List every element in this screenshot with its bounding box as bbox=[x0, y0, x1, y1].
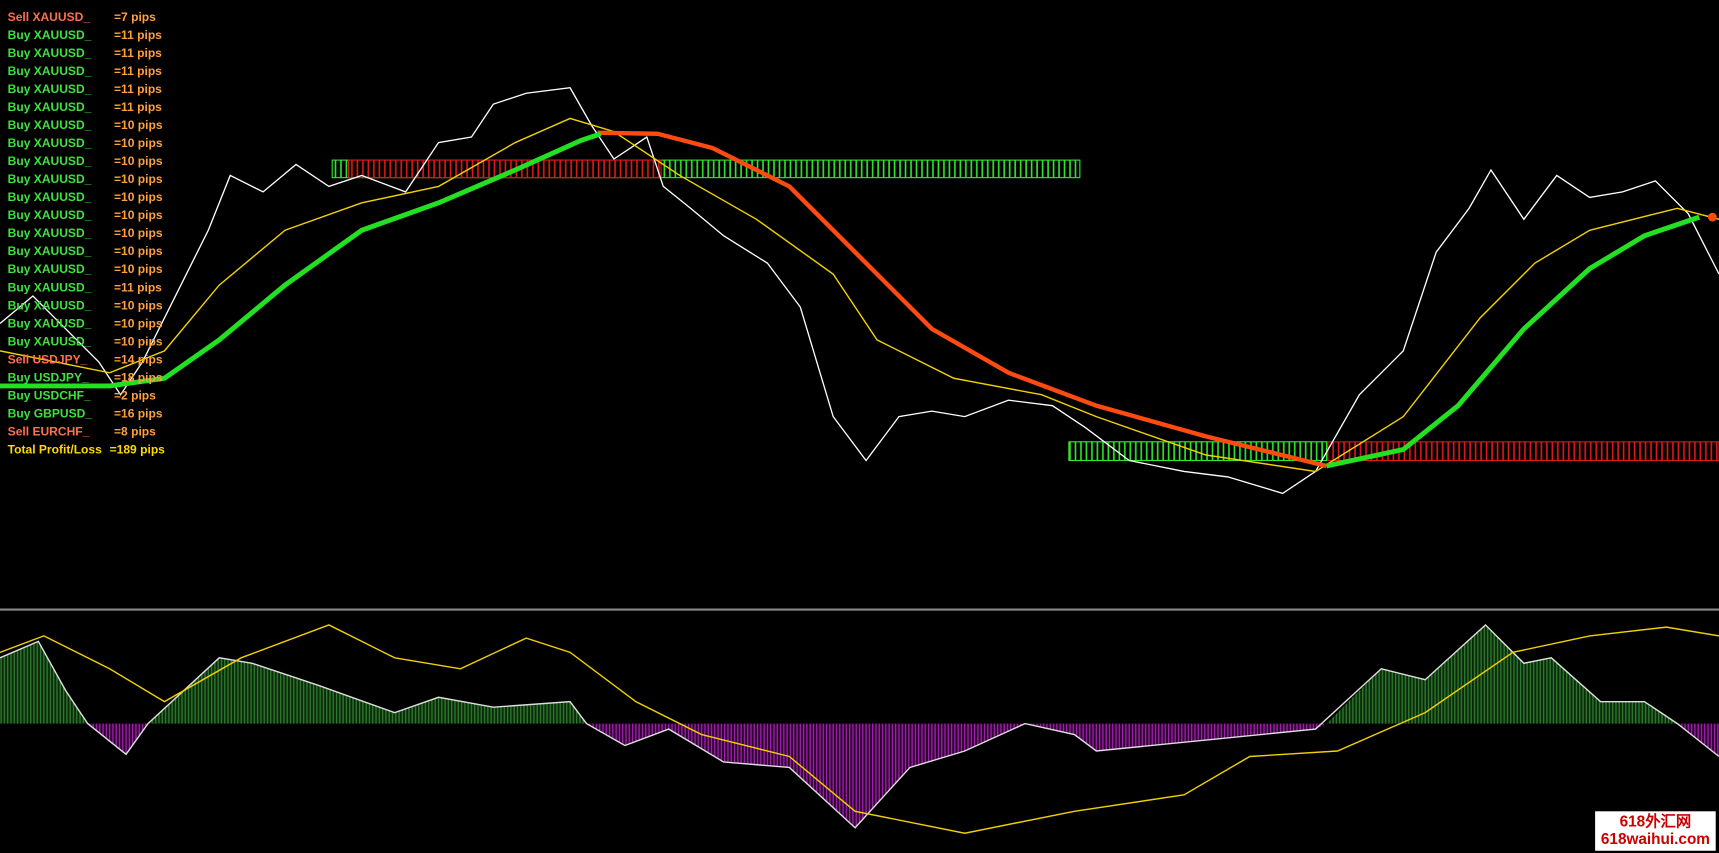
trade-result: =14 pips bbox=[114, 352, 163, 366]
trade-result: =10 pips bbox=[114, 190, 163, 204]
trade-label: Buy XAUUSD_ bbox=[8, 118, 92, 132]
trade-label: Buy XAUUSD_ bbox=[8, 28, 92, 42]
trade-label: Buy GBPUSD_ bbox=[8, 407, 93, 421]
trade-result: =10 pips bbox=[114, 208, 163, 222]
watermark-url: 618waihui.com bbox=[1601, 831, 1710, 848]
trade-result: =10 pips bbox=[114, 154, 163, 168]
trade-label: Buy XAUUSD_ bbox=[8, 334, 92, 348]
trade-label: Buy XAUUSD_ bbox=[8, 136, 92, 150]
trade-result: =11 pips bbox=[114, 100, 162, 114]
trade-result: =10 pips bbox=[114, 262, 163, 276]
trade-result: =10 pips bbox=[114, 172, 163, 186]
trade-label: Sell USDJPY_ bbox=[8, 352, 88, 366]
trade-label: Buy XAUUSD_ bbox=[8, 298, 92, 312]
trade-label: Buy XAUUSD_ bbox=[8, 82, 92, 96]
oscillator bbox=[0, 623, 1719, 834]
trade-result: =16 pips bbox=[114, 407, 163, 421]
signal-boxes bbox=[331, 159, 1719, 462]
trade-result: =10 pips bbox=[114, 244, 163, 258]
trade-label: Buy XAUUSD_ bbox=[8, 244, 92, 258]
trade-list: Sell XAUUSD_ =7 pips Buy XAUUSD_ =11 pips Bu… bbox=[8, 10, 166, 457]
watermark-title: 618外汇网 bbox=[1620, 812, 1692, 830]
trade-label: Buy XAUUSD_ bbox=[8, 262, 92, 276]
trade-label: Buy XAUUSD_ bbox=[8, 280, 92, 294]
trade-result: =8 pips bbox=[114, 425, 156, 439]
trade-label: Buy XAUUSD_ bbox=[8, 172, 92, 186]
trade-result: =10 pips bbox=[114, 316, 163, 330]
trade-result: =11 pips bbox=[114, 28, 162, 42]
trade-label: Buy USDJPY_ bbox=[8, 370, 89, 384]
trade-result: =11 pips bbox=[114, 280, 162, 294]
total-result: =189 pips bbox=[110, 443, 166, 457]
trade-result: =11 pips bbox=[114, 46, 162, 60]
trade-label: Buy XAUUSD_ bbox=[8, 154, 92, 168]
trade-result: =7 pips bbox=[114, 10, 156, 24]
trade-result: =11 pips bbox=[114, 82, 162, 96]
trade-result: =11 pips bbox=[114, 64, 162, 78]
watermark: 618外汇网 618waihui.com bbox=[1595, 811, 1716, 851]
trade-label: Buy XAUUSD_ bbox=[8, 100, 92, 114]
trade-label: Buy USDCHF_ bbox=[8, 388, 91, 402]
trade-result: =10 pips bbox=[114, 136, 163, 150]
trade-result: =2 pips bbox=[114, 388, 156, 402]
total-label: Total Profit/Loss bbox=[8, 443, 102, 457]
trade-result: =10 pips bbox=[114, 298, 163, 312]
trade-result: =10 pips bbox=[114, 118, 163, 132]
trade-result: =18 pips bbox=[114, 370, 163, 384]
trade-label: Buy XAUUSD_ bbox=[8, 64, 92, 78]
trade-result: =10 pips bbox=[114, 334, 163, 348]
trade-result: =10 pips bbox=[114, 226, 163, 240]
trade-label: Buy XAUUSD_ bbox=[8, 46, 92, 60]
moving-averages bbox=[0, 87, 1719, 495]
trade-label: Buy XAUUSD_ bbox=[8, 316, 92, 330]
trade-label: Sell EURCHF_ bbox=[8, 425, 90, 439]
trade-label: Buy XAUUSD_ bbox=[8, 190, 92, 204]
trade-label: Sell XAUUSD_ bbox=[8, 10, 91, 24]
trade-label: Buy XAUUSD_ bbox=[8, 208, 92, 222]
trade-label: Buy XAUUSD_ bbox=[8, 226, 92, 240]
